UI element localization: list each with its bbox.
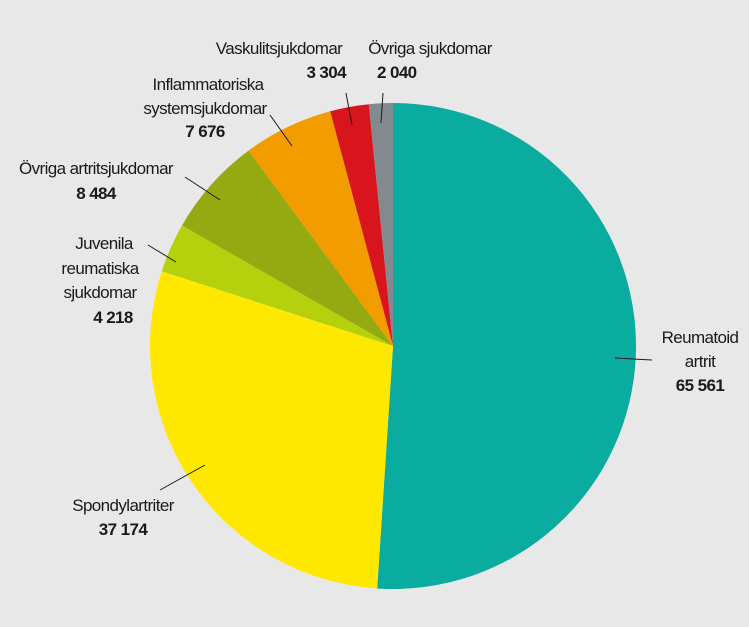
slice-value-juvenila: 4 218 — [93, 308, 133, 327]
slice-label-inflamm: Inflammatoriska — [153, 75, 265, 94]
slice-value-inflamm: 7 676 — [185, 122, 225, 141]
labels: Reumatoid artrit 65 561 Spondylartriter … — [19, 39, 739, 539]
pie-slice-vaskulitsjukdomar — [330, 104, 393, 346]
pie-slice-övriga-artritsjukdomar — [181, 150, 393, 346]
pie-slice-reumatoid-artrit — [377, 103, 637, 589]
leader-line-reumatoid — [614, 357, 653, 361]
slice-value-vaskulit: 3 304 — [306, 63, 347, 82]
slice-label-ovriga: Övriga sjukdomar — [368, 39, 493, 58]
slice-value-spondyl: 37 174 — [99, 520, 149, 539]
slice-value-reumatoid: 65 561 — [676, 376, 725, 395]
slice-label-reumatoid: Reumatoid — [662, 328, 739, 347]
leader-line-vaskulit — [345, 92, 353, 126]
slice-label-inflamm-2: systemsjukdomar — [143, 99, 267, 118]
leader-line-inflamm — [269, 114, 293, 147]
slice-label-juvenila-2: reumatiska — [61, 259, 139, 278]
leader-line-ovriga — [380, 92, 384, 124]
slice-label-ovriga-artrit: Övriga artritsjukdomar — [19, 159, 174, 178]
slice-label-juvenila: Juvenila — [75, 234, 134, 253]
slice-label-vaskulit: Vaskulitsjukdomar — [216, 39, 343, 58]
pie-slice-inflammatoriska-systemsjukdomar — [248, 111, 393, 347]
pie-slice-spondylartriter — [150, 271, 393, 589]
slice-value-ovriga-artrit: 8 484 — [76, 184, 117, 203]
leader-line-spondyl — [159, 464, 206, 491]
pie-slice-juvenila-reumatiska-sjukdomar — [161, 225, 393, 346]
slice-label-spondyl: Spondylartriter — [72, 496, 174, 515]
leader-line-juvenila — [147, 244, 177, 263]
slice-label-juvenila-3: sjukdomar — [63, 283, 137, 302]
leader-line-ovriga-artrit — [184, 176, 221, 201]
slice-label-reumatoid-2: artrit — [685, 352, 716, 371]
pie-slice-övriga-sjukdomar — [368, 103, 393, 346]
slice-value-ovriga: 2 040 — [377, 63, 417, 82]
